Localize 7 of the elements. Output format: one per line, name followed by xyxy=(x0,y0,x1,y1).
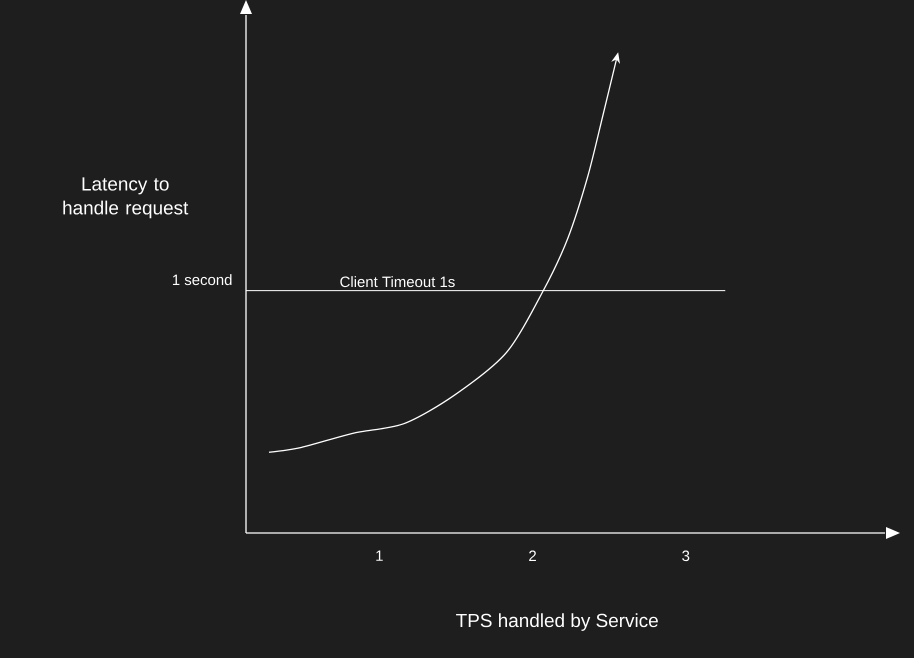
x-tick-label: 3 xyxy=(682,550,690,562)
x-tick-label: 2 xyxy=(529,550,536,561)
text: 1 second xyxy=(172,274,232,286)
ref-line-label: Client Timeout 1s xyxy=(340,276,455,288)
y-axis-title: Latency to handle request xyxy=(63,177,188,218)
x-axis-title: TPS handled by Service xyxy=(456,613,658,631)
x-tick-label: 1 xyxy=(376,550,383,561)
